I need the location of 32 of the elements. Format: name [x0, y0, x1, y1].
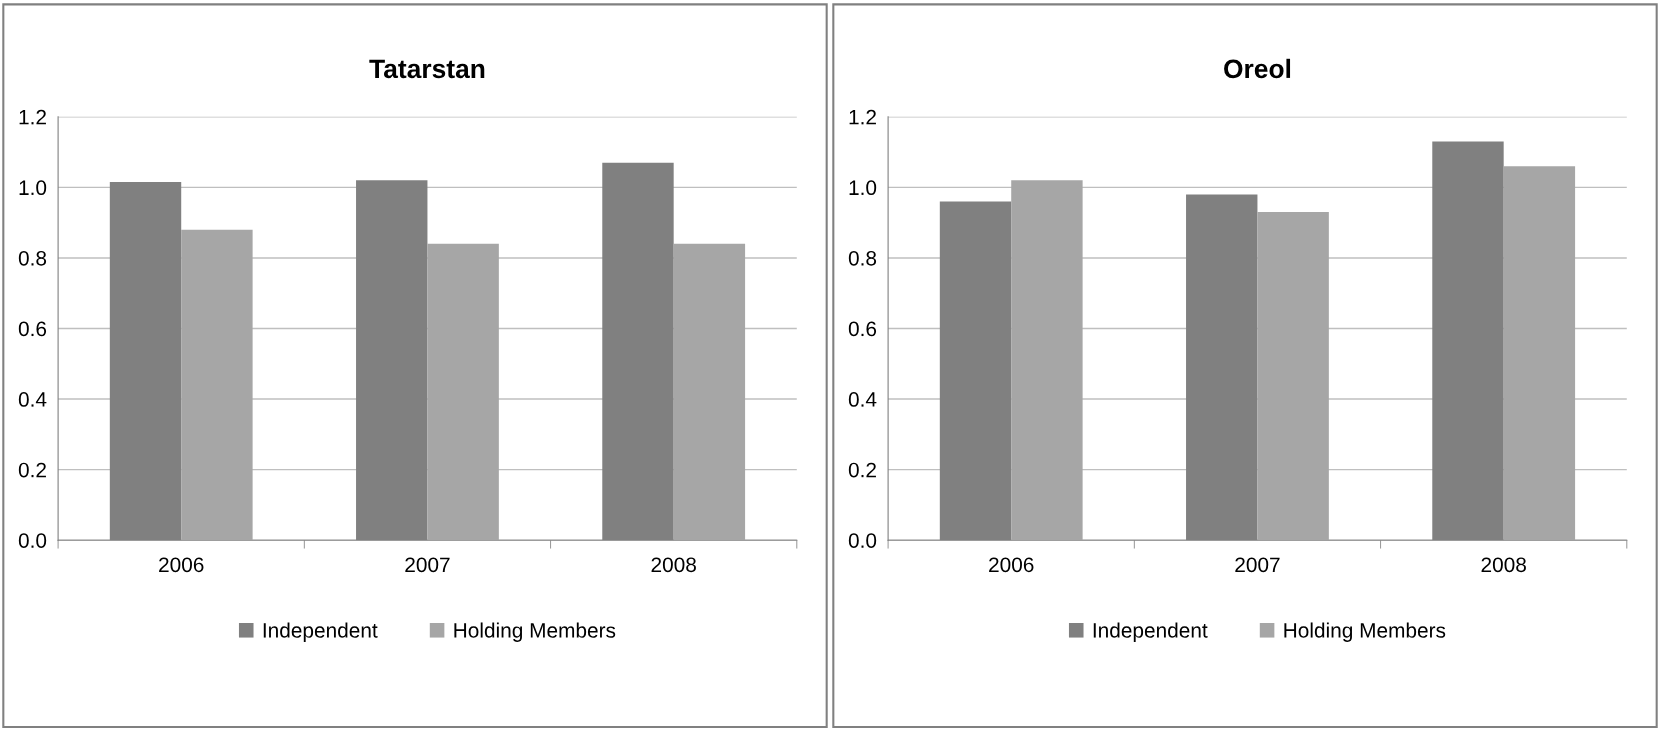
y-tick-label: 0.8: [18, 250, 47, 266]
bar: [427, 243, 499, 541]
bar: [673, 243, 746, 541]
legend-label: Holding Members: [454, 622, 616, 642]
bar: [1257, 212, 1329, 541]
y-tick-label: 0.6: [848, 321, 877, 337]
y-tick-label: 0.6: [18, 321, 47, 337]
y-tick-label: 0.0: [18, 533, 47, 548]
chart-title: Tatarstan: [369, 59, 485, 79]
y-tick-label: 1.0: [849, 180, 877, 196]
bar: [1503, 166, 1576, 541]
x-tick-label: 2008: [1481, 557, 1526, 573]
bar: [1011, 180, 1083, 541]
legend-label: Independent: [263, 622, 378, 642]
y-tick-label: 0.2: [18, 462, 46, 478]
x-tick-label: 2008: [651, 557, 696, 573]
y-tick-label: 0.2: [848, 462, 876, 478]
x-tick-label: 2007: [405, 557, 450, 573]
y-tick-label: 0.4: [848, 392, 877, 407]
bar: [181, 229, 253, 541]
y-tick-label: 1.0: [19, 180, 47, 196]
legend-label: Holding Members: [1284, 622, 1446, 642]
legend-label: Independent: [1093, 622, 1208, 642]
chart-title: Oreol: [1224, 58, 1291, 79]
y-tick-label: 0.4: [18, 392, 47, 407]
x-tick-label: 2006: [989, 557, 1034, 573]
x-tick-label: 2006: [159, 557, 204, 573]
x-tick-label: 2007: [1235, 557, 1280, 573]
y-tick-label: 1.2: [19, 109, 46, 125]
y-tick-label: 0.8: [848, 250, 877, 266]
y-tick-label: 0.0: [848, 533, 877, 548]
y-tick-label: 1.2: [849, 109, 876, 125]
